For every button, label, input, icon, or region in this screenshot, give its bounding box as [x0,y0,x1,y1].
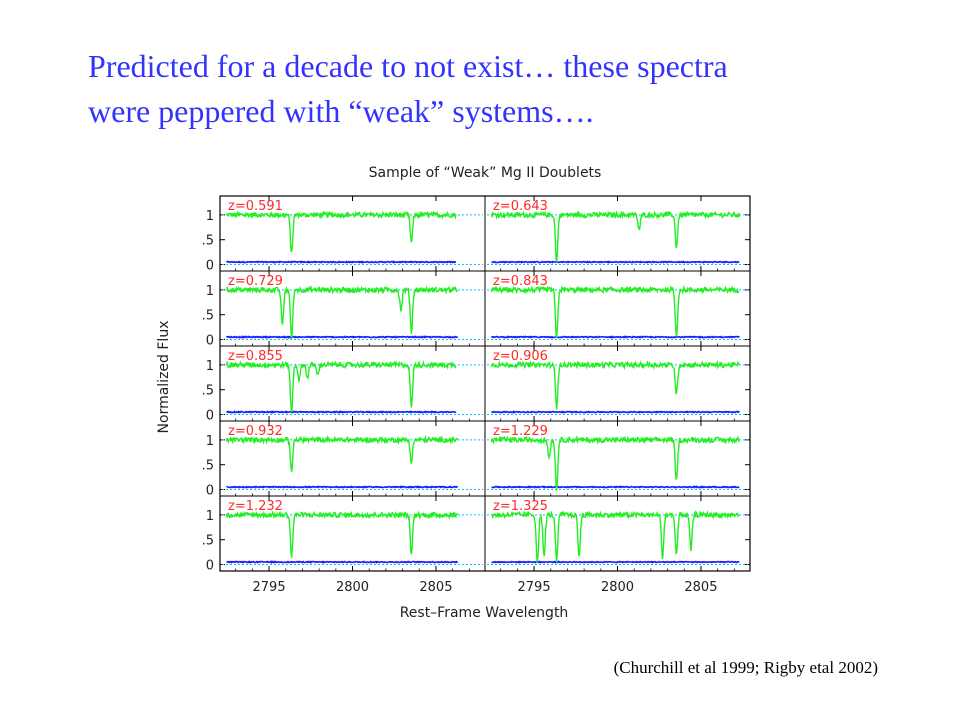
y-tick-label: 0 [206,334,214,349]
y-tick-label: .5 [202,309,214,324]
spectrum-panel: z=1.229 [484,420,751,497]
spectrum-panel: 0 .5 1 z=0.591 [202,195,486,274]
x-tick-label: 2800 [336,580,369,595]
x-tick-label: 2795 [518,580,551,595]
redshift-label: z=0.855 [228,349,283,364]
error-spectrum [226,410,457,414]
flux-spectrum [490,360,740,410]
redshift-label: z=0.843 [493,274,548,289]
spectrum-panel: 0 .5 1 z=0.932 [202,420,486,499]
error-spectrum [491,260,740,264]
error-spectrum [225,335,459,339]
error-spectrum [491,485,740,489]
y-tick-label: 0 [206,559,214,574]
x-tick-label: 2800 [601,580,634,595]
panels-grid: 0 .5 1 z=0.591 z=0.643 0 .5 1 z=0.729 z=0.843 0 .5 1… [202,195,751,574]
flux-spectrum [490,435,740,491]
flux-spectrum [226,285,458,340]
y-tick-label: 1 [206,209,214,224]
redshift-label: z=1.229 [493,424,548,439]
error-spectrum [226,560,459,564]
flux-spectrum [490,284,740,338]
mg-ii-doublets-figure: Sample of “Weak” Mg II Doublets Normaliz… [156,165,751,621]
redshift-label: z=1.232 [228,499,283,514]
spectrum-panel: 0 .5 1 z=0.855 [202,345,486,424]
error-spectrum [490,335,740,339]
spectrum-panel: z=0.906 [484,345,751,422]
x-tick-label: 2795 [253,580,286,595]
flux-spectrum [225,510,459,558]
y-tick-label: .5 [202,384,214,399]
y-tick-label: 1 [206,509,214,524]
flux-spectrum [225,434,459,472]
error-spectrum [225,260,457,264]
spectrum-panel: z=0.643 [484,195,751,272]
redshift-label: z=1.325 [493,499,548,514]
y-tick-label: .5 [202,534,214,549]
citation: (Churchill et al 1999; Rigby etal 2002) [613,658,878,677]
y-tick-label: 1 [206,359,214,374]
x-tick-labels: 2795 2800 2805 2795 2800 2805 [253,580,718,595]
y-tick-label: .5 [202,234,214,249]
error-spectrum [491,560,740,564]
slide-title-line-1: Predicted for a decade to not exist… the… [88,48,728,84]
spectrum-panel: 0 .5 1 z=1.232 [202,495,486,574]
y-axis-label: Normalized Flux [156,321,172,434]
y-tick-label: .5 [202,459,214,474]
redshift-label: z=0.591 [228,199,283,214]
error-spectrum [226,485,459,489]
y-tick-label: 1 [206,284,214,299]
y-tick-label: 0 [206,259,214,274]
y-tick-label: 0 [206,409,214,424]
x-axis-label: Rest–Frame Wavelength [400,605,569,621]
flux-spectrum [226,210,457,252]
y-tick-label: 1 [206,434,214,449]
flux-spectrum [491,509,740,563]
spectrum-panel: 0 .5 1 z=0.729 [202,270,486,349]
redshift-label: z=0.932 [228,424,283,439]
x-tick-label: 2805 [419,580,452,595]
spectrum-panel: z=1.325 [484,495,751,572]
flux-spectrum [225,359,457,413]
chart-title: Sample of “Weak” Mg II Doublets [369,165,602,181]
redshift-label: z=0.906 [493,349,548,364]
x-tick-label: 2805 [684,580,717,595]
slide-title: Predicted for a decade to not exist… the… [88,44,908,134]
redshift-label: z=0.729 [228,274,283,289]
slide-title-line-2: were peppered with “weak” systems…. [88,93,594,129]
spectrum-panel: z=0.843 [484,270,751,347]
y-tick-label: 0 [206,484,214,499]
flux-spectrum [490,209,740,264]
redshift-label: z=0.643 [493,199,548,214]
error-spectrum [491,410,740,414]
